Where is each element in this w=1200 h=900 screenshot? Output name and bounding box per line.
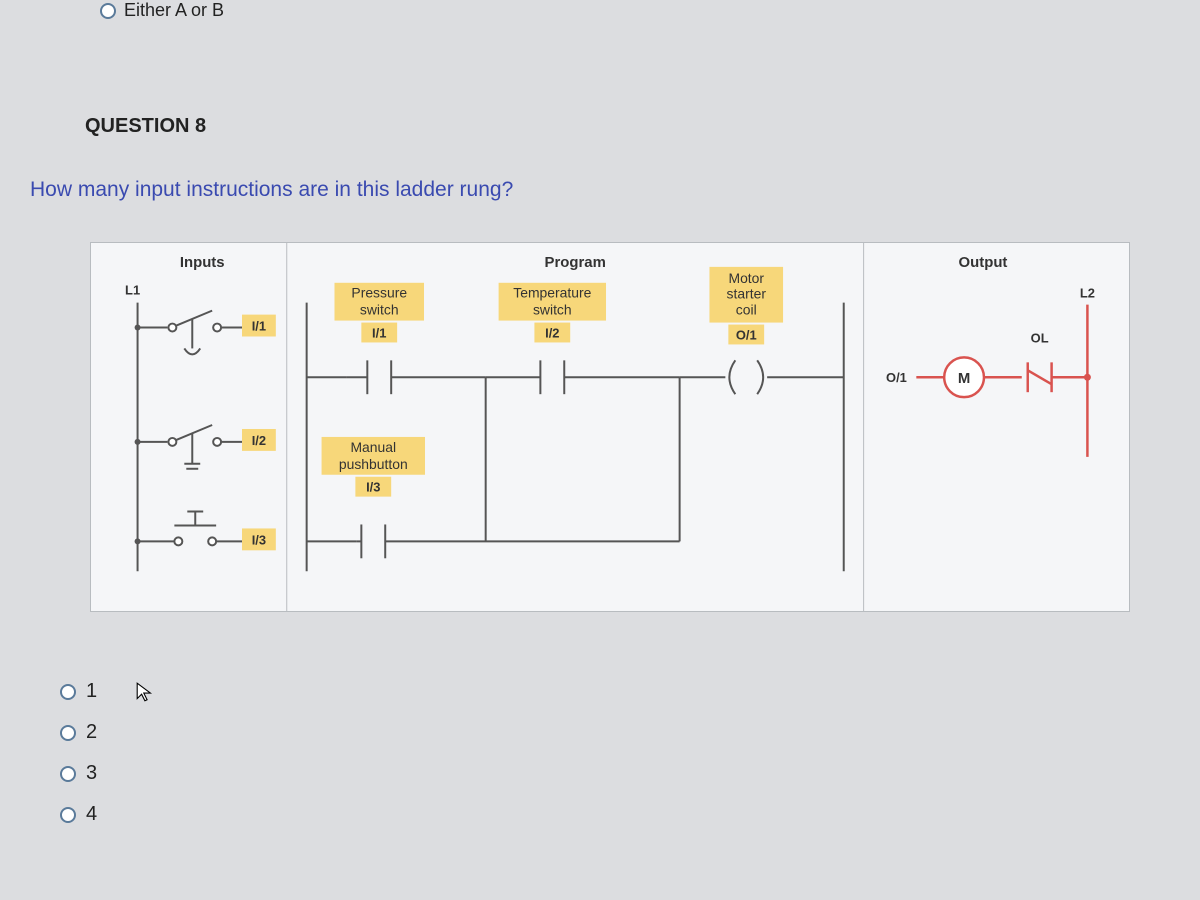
diagram-svg: Inputs Program Output L1 I/1 [91,243,1129,611]
answer-option-2[interactable]: 2 [60,721,129,744]
svg-text:I/3: I/3 [366,480,380,495]
prev-option-label: Either A or B [124,0,224,21]
radio-icon [60,807,76,823]
question-text: How many input instructions are in this … [30,178,1170,202]
input-i1-addr: I/1 [252,319,266,334]
input-i3-symbol: I/3 [135,512,276,551]
svg-text:switch: switch [533,302,572,318]
svg-text:switch: switch [360,302,399,318]
xic-pressure: Pressure switch I/1 [334,283,485,394]
rail-l1-label: L1 [125,283,140,298]
section-output: Output [959,255,1008,271]
svg-text:Temperature: Temperature [513,285,591,301]
input-i2-addr: I/2 [252,433,266,448]
motor-m-label: M [958,371,970,387]
radio-icon [60,684,76,700]
section-inputs: Inputs [180,255,225,271]
svg-text:I/2: I/2 [545,325,559,340]
svg-text:I/1: I/1 [372,325,386,340]
output-side: L2 O/1 M OL [886,286,1095,457]
answer-label: 4 [86,803,97,826]
answer-option-3[interactable]: 3 [60,762,129,785]
radio-icon [60,766,76,782]
answer-label: 1 [86,680,97,703]
input-i2-symbol: I/2 [135,425,276,469]
input-i1-symbol: I/1 [135,311,276,355]
answer-label: 2 [86,721,97,744]
ol-label: OL [1031,330,1049,345]
radio-icon [100,3,116,19]
output-addr: O/1 [886,370,907,385]
input-i3-addr: I/3 [252,532,266,547]
prev-question-option[interactable]: Either A or B [100,0,224,21]
radio-icon [60,725,76,741]
answer-option-1[interactable]: 1 [60,680,129,703]
svg-text:starter: starter [727,286,767,302]
rail-l2-label: L2 [1080,286,1095,301]
question-title: QUESTION 8 [85,115,1170,138]
section-program: Program [545,255,606,271]
question-block: QUESTION 8 How many input instructions a… [30,115,1170,612]
svg-text:Manual: Manual [350,439,396,455]
cursor-icon [135,681,157,703]
ote-motor-coil: Motor starter coil O/1 [680,267,844,394]
svg-text:Pressure: Pressure [351,285,407,301]
branch-manual: Manual pushbutton I/3 [307,377,680,558]
ladder-diagram: Inputs Program Output L1 I/1 [90,242,1130,612]
svg-text:coil: coil [736,302,757,318]
answer-options: 1 2 3 4 [60,680,129,826]
answer-option-4[interactable]: 4 [60,803,129,826]
answer-label: 3 [86,762,97,785]
xic-temperature: Temperature switch I/2 [486,283,680,394]
svg-text:O/1: O/1 [736,327,757,342]
svg-text:pushbutton: pushbutton [339,456,408,472]
svg-text:Motor: Motor [728,270,764,286]
